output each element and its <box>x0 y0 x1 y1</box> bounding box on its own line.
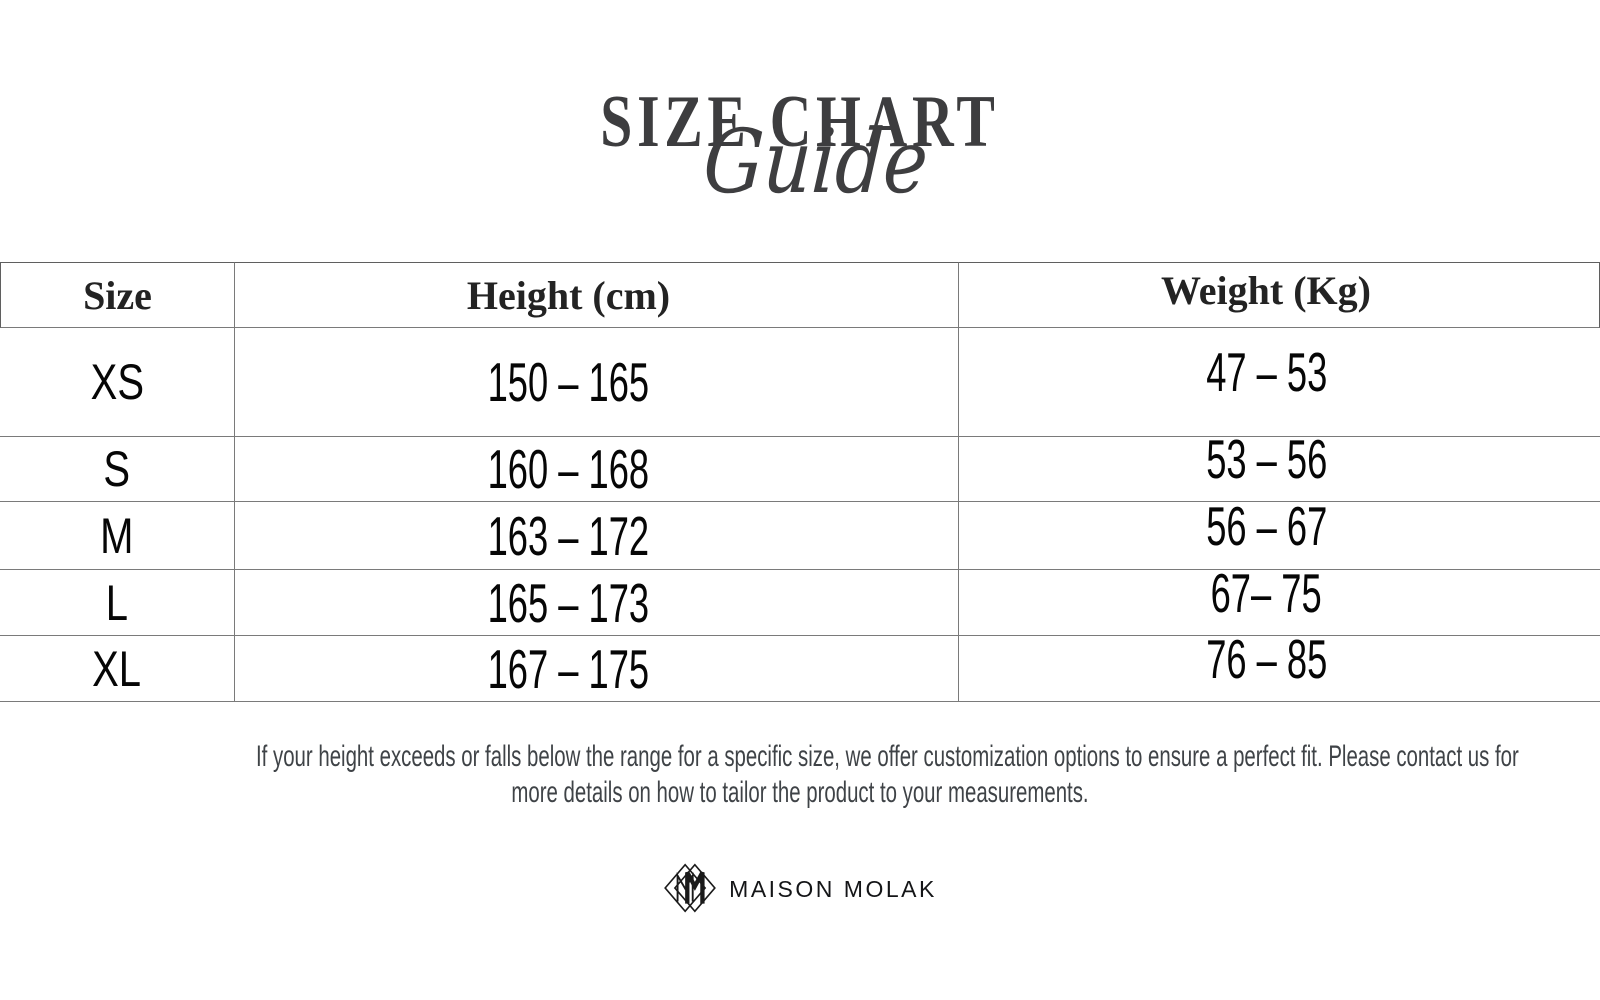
table-row-m-weight: 56 – 67 <box>959 495 1600 570</box>
size-value: XL <box>92 640 142 697</box>
table-row-xs-size: XS <box>0 328 235 437</box>
table-header-weight: Weight (Kg) <box>959 262 1600 328</box>
table-row-l-weight: 67– 75 <box>959 562 1600 636</box>
table-row-l-height: 165 – 173 <box>235 570 959 636</box>
height-value: 160 – 168 <box>487 438 650 500</box>
header-height-label: Height (cm) <box>466 272 671 318</box>
table-row-xl-weight: 76 – 85 <box>959 628 1600 702</box>
brand-logo: MAISON MOLAK <box>0 858 1600 918</box>
table-row-xs-height: 150 – 165 <box>235 328 959 437</box>
table-header-size: Size <box>0 262 235 328</box>
size-value: S <box>103 441 131 497</box>
size-value: L <box>105 574 129 631</box>
table-row-s-size: S <box>0 437 235 502</box>
brand-name: MAISON MOLAK <box>729 875 937 902</box>
table-row-m-size: M <box>0 502 235 570</box>
header-weight-label: Weight (Kg) <box>1161 267 1371 313</box>
customization-note-line2: more details on how to tailor the produc… <box>511 776 1089 809</box>
table-row-xl-height: 167 – 175 <box>235 636 959 702</box>
table-row-m-height: 163 – 172 <box>235 502 959 570</box>
table-row-s-height: 160 – 168 <box>235 437 959 502</box>
height-value: 163 – 172 <box>487 504 650 567</box>
header-size-label: Size <box>83 272 152 318</box>
size-value: XS <box>90 354 144 410</box>
size-table: Size Height (cm) Weight (Kg) XS 150 – 16… <box>0 262 1600 702</box>
customization-note: If your height exceeds or falls below th… <box>256 739 1519 811</box>
weight-value: 47 – 53 <box>1205 341 1328 403</box>
table-row-xl-size: XL <box>0 636 235 702</box>
table-row-xs-weight: 47 – 53 <box>959 328 1600 437</box>
table-row-s-weight: 53 – 56 <box>959 428 1600 502</box>
weight-value: 56 – 67 <box>1205 494 1328 557</box>
height-value: 150 – 165 <box>487 351 650 413</box>
table-row-l-size: L <box>0 570 235 636</box>
weight-value: 67– 75 <box>1210 561 1323 624</box>
page-subtitle-text: Guide <box>700 110 932 213</box>
page-subtitle: Guide <box>16 110 1600 213</box>
size-value: M <box>100 507 134 564</box>
customization-note-line1: If your height exceeds or falls below th… <box>256 740 1519 773</box>
weight-value: 76 – 85 <box>1205 627 1328 690</box>
table-header-height: Height (cm) <box>235 262 959 328</box>
weight-value: 53 – 56 <box>1205 428 1328 490</box>
page-title-text: SIZE CHART <box>600 81 1000 163</box>
mm-diamond-monogram-icon <box>664 863 717 913</box>
height-value: 165 – 173 <box>487 571 650 634</box>
height-value: 167 – 175 <box>487 637 650 700</box>
page-title: SIZE CHART <box>0 85 1600 159</box>
